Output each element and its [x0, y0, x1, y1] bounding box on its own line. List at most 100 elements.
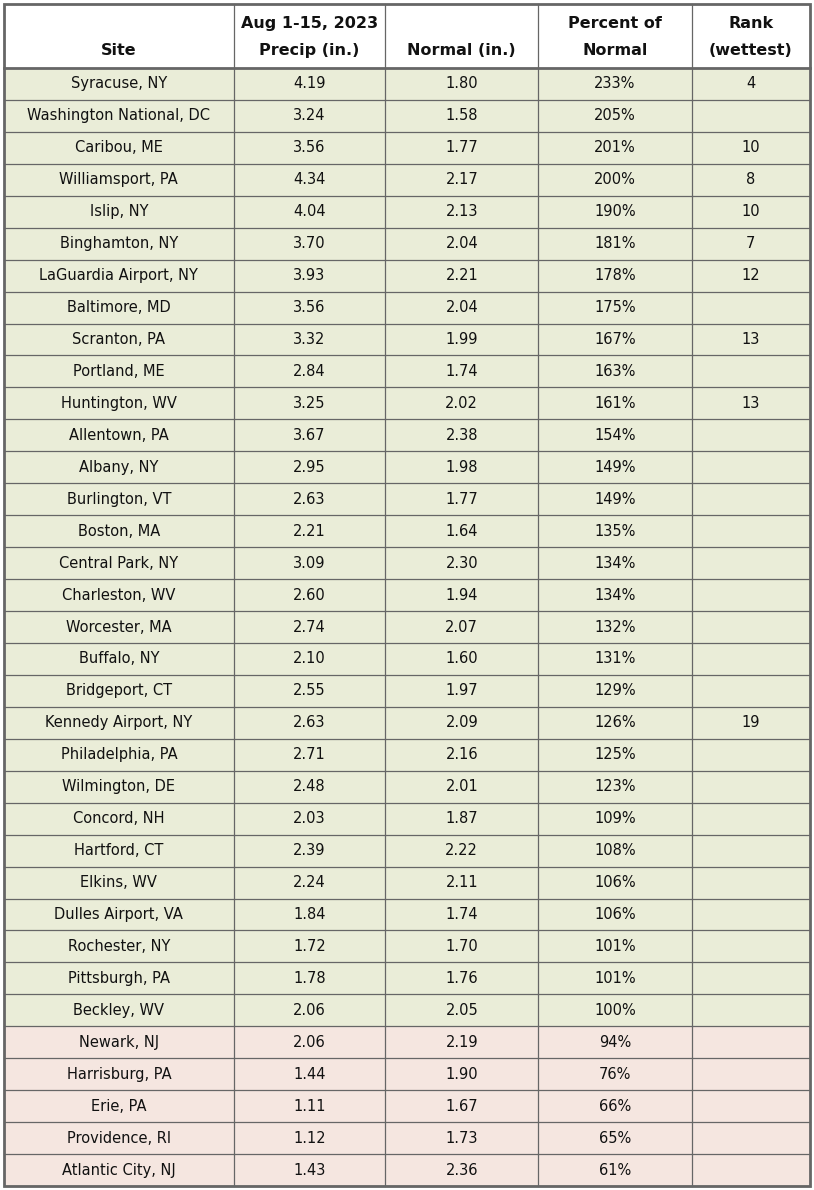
Text: 2.84: 2.84 — [293, 364, 326, 378]
Text: 2.07: 2.07 — [445, 620, 479, 634]
Text: 109%: 109% — [594, 812, 636, 826]
Text: 1.67: 1.67 — [445, 1098, 478, 1114]
Text: 2.04: 2.04 — [445, 236, 478, 251]
Bar — [4, 834, 810, 866]
Bar — [4, 356, 810, 388]
Text: 19: 19 — [742, 715, 760, 731]
Text: 106%: 106% — [594, 907, 636, 922]
Bar — [4, 580, 810, 610]
Text: 178%: 178% — [594, 268, 636, 283]
Text: 2.60: 2.60 — [293, 588, 326, 602]
Text: Worcester, MA: Worcester, MA — [66, 620, 172, 634]
Text: 1.97: 1.97 — [445, 683, 478, 699]
Bar — [4, 100, 810, 132]
Text: 1.64: 1.64 — [445, 524, 478, 539]
Text: 2.38: 2.38 — [445, 428, 478, 443]
Text: Albany, NY: Albany, NY — [79, 459, 159, 475]
Text: Portland, ME: Portland, ME — [73, 364, 164, 378]
Text: 2.16: 2.16 — [445, 747, 478, 763]
Bar — [4, 515, 810, 547]
Text: 61%: 61% — [599, 1163, 631, 1178]
Text: 233%: 233% — [594, 76, 636, 92]
Text: 163%: 163% — [594, 364, 636, 378]
Bar — [4, 1122, 810, 1154]
Text: Bridgeport, CT: Bridgeport, CT — [66, 683, 172, 699]
Text: 1.72: 1.72 — [293, 939, 326, 954]
Text: 1.11: 1.11 — [293, 1098, 326, 1114]
Text: 2.21: 2.21 — [445, 268, 478, 283]
Text: 123%: 123% — [594, 779, 636, 794]
Text: 1.87: 1.87 — [445, 812, 478, 826]
Text: Normal (in.): Normal (in.) — [408, 43, 516, 57]
Text: 3.32: 3.32 — [293, 332, 326, 347]
Text: 4: 4 — [746, 76, 755, 92]
Text: 1.12: 1.12 — [293, 1130, 326, 1146]
Text: 2.24: 2.24 — [293, 875, 326, 890]
Text: 2.95: 2.95 — [293, 459, 326, 475]
Text: Caribou, ME: Caribou, ME — [75, 140, 163, 156]
Text: 2.01: 2.01 — [445, 779, 478, 794]
Bar — [4, 4, 810, 68]
Text: 3.09: 3.09 — [293, 556, 326, 571]
Text: Concord, NH: Concord, NH — [73, 812, 164, 826]
Text: Wilmington, DE: Wilmington, DE — [63, 779, 175, 794]
Text: 2.36: 2.36 — [445, 1163, 478, 1178]
Text: Erie, PA: Erie, PA — [91, 1098, 147, 1114]
Text: 2.30: 2.30 — [445, 556, 478, 571]
Text: 1.60: 1.60 — [445, 651, 478, 666]
Bar — [4, 739, 810, 771]
Text: Newark, NJ: Newark, NJ — [79, 1035, 159, 1050]
Text: 1.43: 1.43 — [293, 1163, 326, 1178]
Text: Precip (in.): Precip (in.) — [260, 43, 360, 57]
Text: Normal: Normal — [582, 43, 648, 57]
Text: 134%: 134% — [594, 588, 636, 602]
Text: 3.93: 3.93 — [293, 268, 326, 283]
Bar — [4, 388, 810, 419]
Text: 2.05: 2.05 — [445, 1003, 478, 1017]
Text: 135%: 135% — [594, 524, 636, 539]
Bar — [4, 196, 810, 227]
Bar — [4, 419, 810, 451]
Text: 2.04: 2.04 — [445, 300, 478, 315]
Text: 3.67: 3.67 — [293, 428, 326, 443]
Text: Huntington, WV: Huntington, WV — [61, 396, 177, 411]
Text: Buffalo, NY: Buffalo, NY — [79, 651, 159, 666]
Text: 2.21: 2.21 — [293, 524, 326, 539]
Text: Percent of: Percent of — [568, 15, 662, 31]
Text: 2.19: 2.19 — [445, 1035, 478, 1050]
Bar — [4, 931, 810, 963]
Text: 2.39: 2.39 — [293, 843, 326, 858]
Text: Washington National, DC: Washington National, DC — [28, 108, 210, 124]
Text: 125%: 125% — [594, 747, 636, 763]
Text: 2.22: 2.22 — [445, 843, 479, 858]
Text: Dulles Airport, VA: Dulles Airport, VA — [55, 907, 183, 922]
Text: 101%: 101% — [594, 939, 636, 954]
Bar — [4, 707, 810, 739]
Text: Islip, NY: Islip, NY — [90, 205, 148, 219]
Bar — [4, 1058, 810, 1090]
Text: 108%: 108% — [594, 843, 636, 858]
Text: 2.13: 2.13 — [445, 205, 478, 219]
Bar — [4, 1090, 810, 1122]
Text: 2.06: 2.06 — [293, 1035, 326, 1050]
Text: 13: 13 — [742, 396, 760, 411]
Text: 2.48: 2.48 — [293, 779, 326, 794]
Text: 1.73: 1.73 — [445, 1130, 478, 1146]
Text: 149%: 149% — [594, 491, 636, 507]
Text: 181%: 181% — [594, 236, 636, 251]
Text: Rochester, NY: Rochester, NY — [68, 939, 170, 954]
Bar — [4, 675, 810, 707]
Bar — [4, 1026, 810, 1058]
Text: 1.99: 1.99 — [445, 332, 478, 347]
Text: Site: Site — [101, 43, 137, 57]
Text: 1.77: 1.77 — [445, 140, 478, 156]
Bar — [4, 547, 810, 580]
Text: 4.19: 4.19 — [293, 76, 326, 92]
Text: 1.98: 1.98 — [445, 459, 478, 475]
Text: 2.63: 2.63 — [293, 715, 326, 731]
Text: Charleston, WV: Charleston, WV — [62, 588, 176, 602]
Text: 205%: 205% — [594, 108, 636, 124]
Text: 3.70: 3.70 — [293, 236, 326, 251]
Text: 10: 10 — [742, 140, 760, 156]
Text: 132%: 132% — [594, 620, 636, 634]
